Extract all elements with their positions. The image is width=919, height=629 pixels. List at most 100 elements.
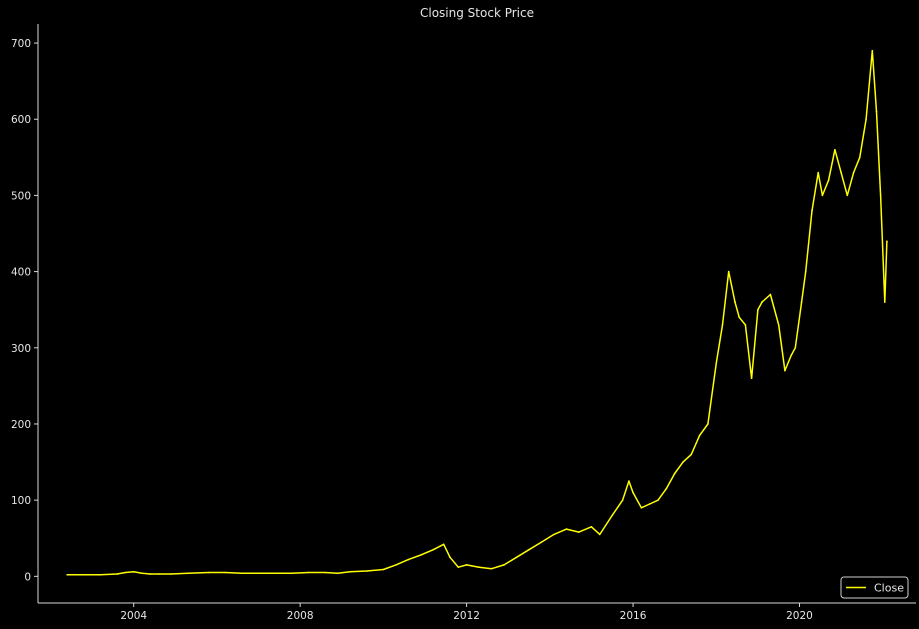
data-point xyxy=(382,568,385,571)
data-point xyxy=(744,324,747,326)
data-point xyxy=(665,487,668,490)
data-point xyxy=(490,567,493,570)
data-point xyxy=(777,324,780,326)
y-tick-label: 700 xyxy=(11,38,31,50)
y-axis: 0 100 200 300 400 500 600 700 xyxy=(11,38,38,583)
data-point xyxy=(721,324,724,326)
data-point xyxy=(207,571,210,574)
data-point xyxy=(457,566,460,568)
data-point xyxy=(149,573,152,575)
data-point xyxy=(673,472,676,475)
data-point xyxy=(834,148,836,151)
data-point xyxy=(515,556,518,559)
data-point xyxy=(817,171,820,174)
data-point xyxy=(794,346,797,349)
data-point xyxy=(628,480,630,482)
data-point xyxy=(734,301,736,303)
data-point xyxy=(99,574,102,576)
legend-box xyxy=(840,576,909,599)
data-point xyxy=(821,194,824,197)
x-tick-label: 2008 xyxy=(287,610,314,622)
data-point xyxy=(690,453,693,456)
data-point xyxy=(852,171,855,174)
series-line-close xyxy=(67,49,888,576)
y-tick-label: 0 xyxy=(24,571,31,583)
data-point xyxy=(257,572,260,575)
data-point xyxy=(132,570,135,573)
data-point xyxy=(871,49,874,52)
data-point xyxy=(727,270,730,273)
data-point xyxy=(224,571,227,574)
data-point xyxy=(578,531,580,533)
data-point xyxy=(800,301,803,303)
data-point xyxy=(632,491,634,494)
data-point xyxy=(883,301,886,303)
data-point xyxy=(840,171,842,174)
data-point xyxy=(790,354,792,357)
x-tick-label: 2016 xyxy=(620,610,647,622)
data-point xyxy=(865,118,867,121)
data-point xyxy=(553,533,555,536)
y-tick-label: 600 xyxy=(11,114,31,126)
data-point xyxy=(324,571,326,574)
data-point xyxy=(611,514,614,517)
x-tick-label: 2012 xyxy=(453,610,480,622)
data-point xyxy=(875,110,878,113)
data-point xyxy=(170,573,172,575)
data-point xyxy=(827,179,830,181)
data-point xyxy=(349,570,351,573)
data-point xyxy=(187,572,189,575)
data-point xyxy=(738,316,740,319)
x-tick-label: 2004 xyxy=(120,610,147,622)
data-point xyxy=(657,499,659,501)
data-point xyxy=(715,362,718,364)
data-point xyxy=(407,558,410,561)
data-point xyxy=(540,541,543,543)
y-tick-label: 500 xyxy=(11,190,31,202)
y-tick-label: 400 xyxy=(11,267,31,279)
data-point xyxy=(291,572,293,575)
data-point xyxy=(82,574,85,576)
data-point xyxy=(420,554,422,556)
y-tick-label: 300 xyxy=(11,343,31,355)
data-point xyxy=(698,434,701,437)
data-point xyxy=(565,528,568,530)
data-point xyxy=(859,156,861,159)
data-point xyxy=(640,506,643,509)
data-point xyxy=(395,564,397,566)
data-point xyxy=(598,533,601,536)
data-point xyxy=(307,571,310,574)
data-point xyxy=(528,548,530,551)
data-point xyxy=(761,301,763,303)
data-point xyxy=(750,377,753,380)
data-point xyxy=(478,566,480,568)
y-tick-label: 100 xyxy=(11,495,31,507)
data-point xyxy=(141,572,143,575)
data-point xyxy=(116,573,118,575)
data-point xyxy=(66,574,68,576)
data-point xyxy=(784,369,786,372)
data-point xyxy=(846,194,849,197)
data-point xyxy=(648,503,651,505)
data-point xyxy=(157,573,160,575)
data-point xyxy=(707,423,709,425)
data-point xyxy=(241,572,243,575)
data-point xyxy=(124,571,127,574)
data-point xyxy=(769,293,772,296)
y-tick-label: 200 xyxy=(11,419,31,431)
data-point xyxy=(804,270,807,273)
data-point xyxy=(886,240,888,242)
plot-area xyxy=(66,49,888,576)
data-point xyxy=(590,526,593,528)
data-point xyxy=(449,556,451,559)
legend: Close xyxy=(840,576,909,599)
data-point xyxy=(465,564,468,566)
data-point xyxy=(621,499,624,501)
data-point xyxy=(682,461,684,463)
data-point xyxy=(365,570,368,572)
data-point xyxy=(274,572,276,575)
chart-title: Closing Stock Price xyxy=(420,6,534,20)
x-axis: 2004 2008 2012 2016 2020 xyxy=(120,603,813,622)
data-point xyxy=(503,564,505,566)
